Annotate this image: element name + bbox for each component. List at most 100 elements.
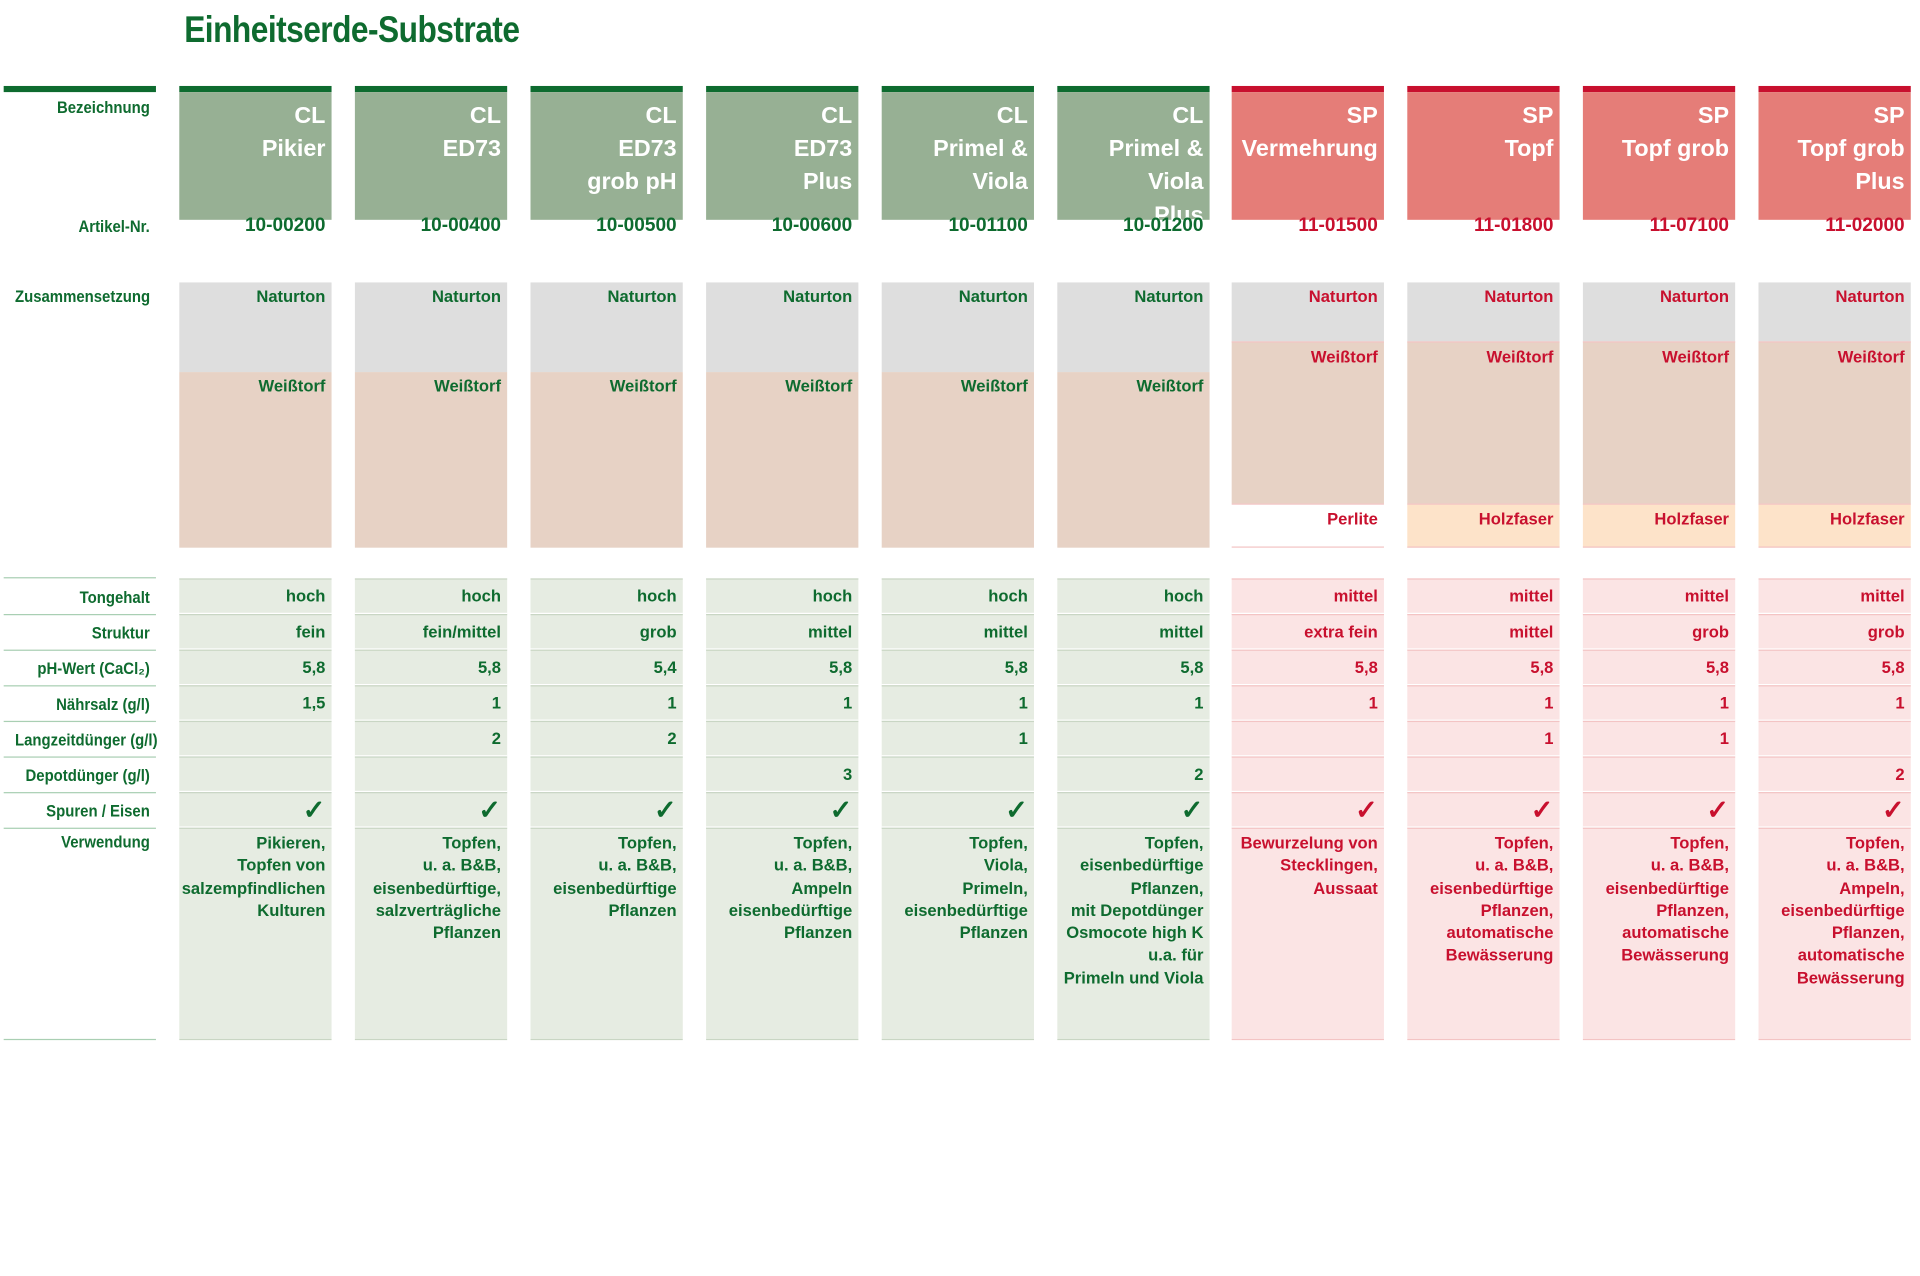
label-separator [3,577,156,579]
column-cap [1582,85,1736,93]
row-divider [1407,792,1560,794]
row-divider [1758,685,1911,687]
row-divider [1582,827,1736,829]
label-separator [3,1038,156,1041]
comp-naturton: Naturton [1582,282,1736,342]
column-cap [1231,85,1384,93]
spuren-check-icon: ✓ [179,792,332,828]
row-divider [1407,756,1560,758]
row-divider [881,578,1034,580]
cell-ph: 5,8 [354,649,508,686]
row-divider [881,649,1034,651]
cell-tongehalt: mittel [1407,578,1560,614]
row-divider [706,1038,859,1041]
comp-naturton: Naturton [354,282,508,373]
cell-langzeit: 1 [1582,720,1736,757]
cell-naehrsalz: 1 [706,685,859,721]
row-divider [530,685,683,687]
row-divider [881,1038,1034,1041]
row-divider [706,578,859,580]
cell-tongehalt: hoch [1057,578,1210,614]
cell-naehrsalz: 1 [1582,685,1736,721]
cell-verwendung: Topfen, eisenbedürftige Pflanzen, mit De… [1057,827,1210,1039]
cell-ph: 5,8 [1582,649,1736,686]
row-divider [881,720,1034,723]
page-title: Einheitserde-Substrate [184,9,520,51]
row-divider [881,614,1034,616]
row-divider [179,756,332,758]
cell-ph: 5,8 [706,649,859,686]
row-divider [530,792,683,794]
cell-naehrsalz: 1 [881,685,1034,721]
column-cap [706,85,859,93]
row-divider [1057,720,1210,723]
spuren-check-icon: ✓ [1057,792,1210,828]
comp-third: Perlite [1231,503,1384,548]
cell-tongehalt: mittel [1582,578,1736,614]
cell-ph: 5,8 [1231,649,1384,686]
cell-verwendung: Topfen, u. a. B&B, Ampeln eisenbedürftig… [706,827,859,1039]
cell-tongehalt: hoch [354,578,508,614]
cell-ph: 5,4 [530,649,683,686]
cell-langzeit [1057,720,1210,757]
row-divider [354,827,508,829]
row-divider [1407,614,1560,616]
label-separator [3,649,156,651]
comp-naturton: Naturton [1758,282,1911,342]
cell-tongehalt: hoch [179,578,332,614]
cell-depot [881,756,1034,793]
row-divider [706,649,859,651]
row-divider [1057,827,1210,829]
comp-naturton: Naturton [179,282,332,373]
row-divider [706,614,859,616]
cell-struktur: mittel [1407,614,1560,650]
spuren-check-icon: ✓ [1582,792,1736,828]
product-column: SP Topf grob 11-07100 Naturton Weißtorf Holz… [1582,85,1736,1044]
cell-tongehalt: hoch [530,578,683,614]
cell-verwendung: Topfen, u. a. B&B, eisenbedürftige Pflan… [530,827,683,1039]
label-bezeichnung: Bezeichnung [56,98,150,117]
comp-naturton: Naturton [1057,282,1210,373]
article-number: 11-02000 [1825,214,1905,236]
label-separator [3,792,156,794]
cell-naehrsalz: 1 [354,685,508,721]
row-divider [1231,578,1384,580]
column-cap [530,85,683,93]
column-cap [881,85,1034,93]
spuren-check-icon: ✓ [1407,792,1560,828]
spuren-check-icon: ✓ [530,792,683,828]
row-divider [1758,649,1911,651]
product-column: CL ED73 Plus 10-00600 Naturton Weißtorf hoch… [706,85,859,1044]
label-depot: Depotdünger (g/l) [25,766,150,785]
cell-langzeit [1231,720,1384,757]
cell-tongehalt: hoch [881,578,1034,614]
row-divider [706,792,859,794]
row-divider [1231,792,1384,794]
cell-verwendung: Topfen, u. a. B&B, eisenbedürftige Pflan… [1582,827,1736,1039]
article-number: 11-07100 [1649,214,1730,236]
row-divider [354,614,508,616]
cell-struktur: mittel [1057,614,1210,650]
comp-naturton: Naturton [706,282,859,373]
product-name: CL ED73 [354,92,508,220]
article-number: 10-00500 [596,214,677,236]
row-divider [706,685,859,687]
cell-depot: 2 [1057,756,1210,793]
product-name: CL Primel & Viola Plus [1057,92,1210,228]
row-divider [179,1038,332,1041]
row-divider [530,649,683,651]
cell-verwendung: Topfen, Viola, Primeln, eisenbedürftige … [881,827,1034,1039]
cell-depot [1407,756,1560,793]
cell-tongehalt: mittel [1758,578,1911,614]
cell-verwendung: Pikieren, Topfen von salzempfindlichen K… [179,827,332,1039]
row-divider [1758,578,1911,580]
label-spuren: Spuren / Eisen [46,801,150,821]
cell-ph: 5,8 [1758,649,1911,686]
cell-ph: 5,8 [1407,649,1560,686]
product-name: SP Topf [1407,92,1560,220]
product-name: SP Topf grob Plus [1758,92,1911,220]
cell-langzeit: 2 [354,720,508,757]
row-divider [1758,614,1911,616]
row-divider [179,720,332,723]
label-column-bar [3,85,156,93]
